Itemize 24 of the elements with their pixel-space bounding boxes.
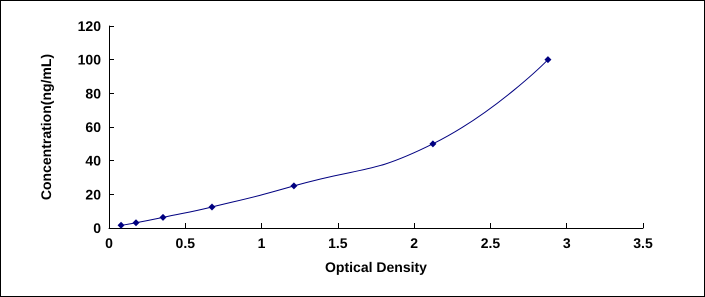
x-tick-label: 1.5 [328, 235, 348, 251]
x-tick-label: 3 [562, 235, 571, 251]
x-tick-label: 0.5 [176, 235, 196, 251]
point [429, 140, 436, 148]
x-axis-title: Optical Density [325, 259, 428, 275]
y-tick-label: 40 [85, 152, 102, 169]
x-tick-label: 1 [258, 235, 266, 251]
x-tick-label: 3.5 [633, 235, 653, 251]
y-axis-title: Concentration(ng/mL) [38, 54, 54, 200]
y-tick-label: 20 [85, 186, 102, 202]
x-tick-label: 2.5 [480, 235, 500, 251]
y-tick-label: 120 [78, 18, 102, 34]
x-tick-label: 0 [105, 235, 114, 251]
point [132, 219, 140, 226]
point [118, 222, 125, 229]
x-tick-label: 2 [410, 235, 418, 251]
y-tick-label: 80 [85, 85, 102, 102]
point [160, 214, 167, 221]
point [208, 203, 216, 210]
y-tick-label: 60 [85, 119, 102, 135]
y-tick-label: 0 [93, 220, 102, 236]
point [290, 182, 298, 190]
y-tick-label: 100 [78, 52, 102, 68]
point [544, 56, 552, 64]
